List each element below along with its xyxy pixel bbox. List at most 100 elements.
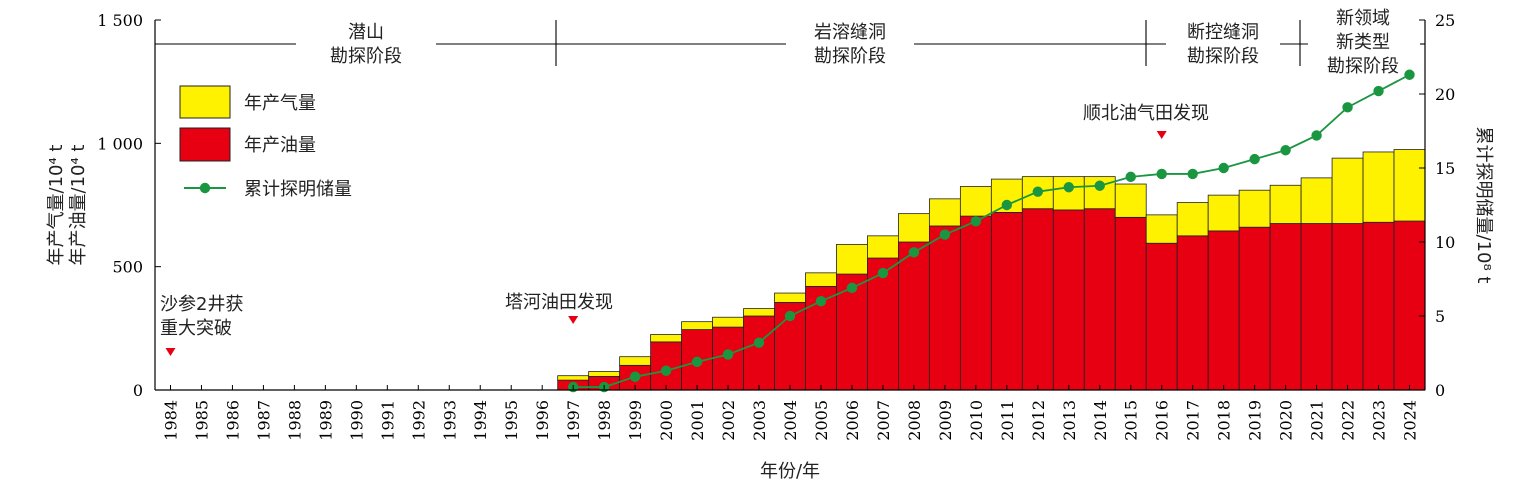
gas-bar [1362, 151, 1395, 223]
x-tick-label: 1989 [316, 400, 335, 441]
y-left-tick-label: 500 [112, 258, 143, 277]
reserves-point [1342, 102, 1353, 113]
gas-bar [650, 334, 682, 343]
reserves-point [1373, 85, 1384, 97]
gas-bar [712, 316, 744, 328]
gas-bar [588, 371, 621, 377]
phase-label: 勘探阶段 [1187, 46, 1259, 67]
oil-bar [1207, 230, 1240, 391]
gas-bar [959, 186, 992, 217]
reserves-point [1187, 168, 1198, 180]
oil-bar [1052, 209, 1085, 391]
x-tick-label: 1985 [192, 400, 211, 441]
oil-bar [1393, 220, 1426, 391]
legend-point-reserves [199, 182, 211, 194]
gas-bar [1269, 184, 1302, 224]
x-tick-label: 1986 [223, 400, 242, 441]
x-tick-label: 2003 [750, 400, 769, 441]
oil-bar [1114, 216, 1147, 391]
phase-label: 潜山 [348, 22, 384, 43]
gas-bar [1052, 176, 1085, 211]
reserves-point [1032, 186, 1044, 197]
reserves-point [1001, 199, 1013, 211]
x-tick-label: 2010 [967, 400, 986, 441]
x-tick-label: 1987 [254, 400, 273, 441]
x-tick-label: 2016 [1153, 400, 1172, 441]
reserves-point [1249, 153, 1260, 165]
reserves-point [1280, 145, 1291, 156]
y-left-tick-label: 1 000 [97, 134, 143, 153]
y-right-tick-label: 0 [1435, 381, 1445, 400]
phase-label: 新类型 [1336, 32, 1390, 53]
y-right-tick-label: 25 [1435, 11, 1455, 30]
x-tick-label: 1999 [626, 400, 645, 441]
gas-bar [805, 272, 837, 287]
x-tick-label: 2006 [843, 400, 862, 441]
gas-bar [681, 321, 713, 330]
oil-bar [836, 273, 868, 391]
x-axis-label: 年份/年 [760, 461, 820, 482]
gas-bar [1176, 202, 1209, 237]
x-tick-label: 2019 [1246, 400, 1265, 441]
reserves-point [629, 371, 641, 382]
x-tick-label: 1997 [564, 400, 583, 441]
gas-bar [557, 375, 590, 381]
legend-swatch-gas [179, 85, 231, 119]
reserves-point [877, 267, 889, 279]
oil-bar [990, 211, 1023, 391]
oil-bar [1300, 223, 1333, 391]
oil-bar [959, 215, 992, 391]
x-tick-label: 2015 [1122, 400, 1141, 441]
annotation-marker [165, 348, 176, 356]
reserves-point [691, 356, 703, 368]
x-tick-label: 2023 [1370, 400, 1389, 441]
x-tick-label: 2020 [1277, 400, 1296, 441]
x-tick-label: 2009 [936, 400, 955, 441]
x-tick-label: 2008 [905, 400, 924, 441]
annotation-marker [568, 316, 579, 324]
x-tick-label: 2024 [1401, 400, 1420, 441]
reserves-point [1404, 69, 1415, 80]
legend-label-reserves: 累计探明储量 [244, 179, 352, 200]
reserves-point [1156, 168, 1167, 180]
x-tick-label: 2002 [719, 400, 738, 441]
reserves-point [815, 296, 827, 307]
reserves-line-group [567, 69, 1415, 393]
annotation-text: 顺北油气田发现 [1083, 103, 1209, 124]
phase-label: 勘探阶段 [1327, 56, 1399, 77]
legend-label-gas: 年产气量 [244, 93, 316, 114]
y-left-tick-label: 0 [133, 381, 143, 400]
gas-bar [1207, 194, 1240, 232]
phase-label: 勘探阶段 [330, 46, 402, 67]
reserves-point [784, 310, 796, 322]
oil-bar [1269, 223, 1302, 391]
x-tick-label: 2018 [1215, 400, 1234, 441]
x-tick-label: 1996 [533, 400, 552, 441]
x-tick-label: 1992 [409, 400, 428, 441]
oil-bar [898, 241, 930, 391]
x-tick-label: 1998 [595, 400, 614, 441]
annotation-text: 重大突破 [160, 318, 232, 339]
oil-bar [743, 315, 775, 391]
x-tick-label: 2014 [1091, 400, 1110, 441]
gas-bar [1331, 157, 1364, 224]
x-tick-label: 2012 [1029, 400, 1048, 441]
oil-bar [1238, 226, 1271, 391]
gas-bar [1300, 177, 1333, 224]
x-tick-label: 1988 [285, 400, 304, 441]
x-tick-label: 2021 [1308, 400, 1327, 441]
gas-bar [836, 244, 868, 275]
annotation-text: 塔河油田发现 [505, 292, 613, 313]
y-left-label-line2: 年产油量/10⁴ t [68, 145, 89, 266]
x-tick-label: 1991 [378, 400, 397, 441]
gas-bar [898, 213, 930, 243]
reserves-point [1094, 180, 1105, 191]
gas-bar [619, 356, 652, 366]
x-tick-label: 1993 [440, 400, 459, 441]
gas-bar [1393, 149, 1426, 222]
y-left-tick-label: 1 500 [97, 11, 143, 30]
gas-bar [1145, 214, 1178, 244]
y-right-tick-label: 15 [1435, 159, 1455, 178]
